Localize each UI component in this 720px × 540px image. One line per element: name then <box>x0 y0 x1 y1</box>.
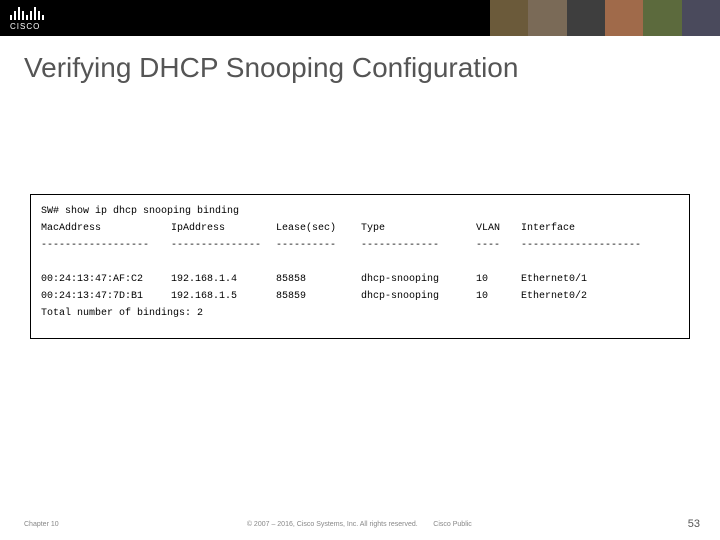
terminal-output: SW# show ip dhcp snooping binding MacAdd… <box>30 194 690 339</box>
table-row: 00:24:13:47:AF:C2 192.168.1.4 85858 dhcp… <box>41 271 679 288</box>
logo-bars-icon <box>10 6 44 20</box>
header-bar: CISCO <box>0 0 720 36</box>
col-header-lease: Lease(sec) <box>276 220 361 237</box>
footer-chapter: Chapter 10 <box>24 521 59 528</box>
logo-text: CISCO <box>10 22 40 31</box>
cell-lease: 85858 <box>276 271 361 288</box>
cell-type: dhcp-snooping <box>361 271 476 288</box>
col-header-type: Type <box>361 220 476 237</box>
cell-mac: 00:24:13:47:7D:B1 <box>41 288 171 305</box>
sep-mac: ------------------ <box>41 237 171 254</box>
footer-public: Cisco Public <box>433 521 472 528</box>
sep-vlan: ---- <box>476 237 521 254</box>
terminal-prompt-line: SW# show ip dhcp snooping binding <box>41 203 679 220</box>
cell-ip: 192.168.1.4 <box>171 271 276 288</box>
terminal-header-row: MacAddress IpAddress Lease(sec) Type VLA… <box>41 220 679 237</box>
decorative-people-strip <box>490 0 720 36</box>
col-header-ip: IpAddress <box>171 220 276 237</box>
cisco-logo: CISCO <box>10 6 44 31</box>
cell-vlan: 10 <box>476 271 521 288</box>
cell-vlan: 10 <box>476 288 521 305</box>
footer-copyright: © 2007 – 2016, Cisco Systems, Inc. All r… <box>247 521 418 528</box>
col-header-iface: Interface <box>521 220 679 237</box>
cell-mac: 00:24:13:47:AF:C2 <box>41 271 171 288</box>
cell-lease: 85859 <box>276 288 361 305</box>
sep-iface: -------------------- <box>521 237 679 254</box>
table-row: 00:24:13:47:7D:B1 192.168.1.5 85859 dhcp… <box>41 288 679 305</box>
terminal-blank <box>41 254 679 271</box>
slide-title: Verifying DHCP Snooping Configuration <box>0 36 720 84</box>
cell-ip: 192.168.1.5 <box>171 288 276 305</box>
sep-ip: --------------- <box>171 237 276 254</box>
sep-type: ------------- <box>361 237 476 254</box>
cell-type: dhcp-snooping <box>361 288 476 305</box>
cell-iface: Ethernet0/1 <box>521 271 679 288</box>
sep-lease: ---------- <box>276 237 361 254</box>
cell-iface: Ethernet0/2 <box>521 288 679 305</box>
col-header-vlan: VLAN <box>476 220 521 237</box>
footer: Chapter 10 © 2007 – 2016, Cisco Systems,… <box>0 521 720 528</box>
terminal-summary: Total number of bindings: 2 <box>41 305 679 322</box>
col-header-mac: MacAddress <box>41 220 171 237</box>
page-number: 53 <box>688 518 700 530</box>
terminal-separator-row: ------------------ --------------- -----… <box>41 237 679 254</box>
